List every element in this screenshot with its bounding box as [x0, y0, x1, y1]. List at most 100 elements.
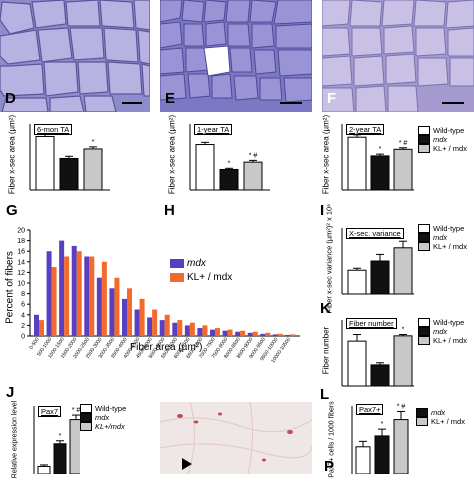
bar	[59, 157, 79, 191]
legend-item-kl-mdx: KL+/mdx	[80, 422, 126, 431]
histogram-bar	[252, 331, 258, 336]
micrograph-f-image	[322, 0, 474, 112]
significance-label: *	[402, 327, 405, 334]
bar	[355, 446, 371, 474]
histogram-bar	[71, 245, 77, 336]
panel-label-p: P	[324, 458, 335, 475]
panel-label-j: J	[6, 384, 15, 401]
chart-g-svg: *	[29, 124, 110, 191]
chart-title: 2-year TA	[346, 124, 385, 135]
significance-label: * #	[399, 140, 408, 147]
histogram-bar	[122, 298, 127, 336]
legend: mdx KL+ / mdx	[170, 256, 232, 284]
bar	[243, 161, 263, 191]
bar	[370, 260, 390, 295]
y-tick-label: 10	[17, 281, 25, 288]
histogram-bar	[235, 331, 241, 336]
histogram-bar	[89, 256, 95, 336]
legend-item-wild-type: Wild-type	[418, 126, 467, 135]
panel-label-i: I	[320, 202, 325, 219]
chart-title: Pax7	[38, 406, 62, 417]
chart-title: Pax7+	[356, 404, 384, 415]
histogram-bar	[127, 288, 132, 336]
legend-item-kl-mdx: KL+ / mdx	[418, 144, 467, 153]
histogram-bar	[177, 320, 183, 336]
histogram-bar	[227, 329, 233, 336]
chart-title: 6-mon TA	[34, 124, 73, 135]
chart-title: Fiber number	[346, 318, 397, 329]
significance-label: * #	[397, 403, 406, 410]
micrograph-d: D	[0, 0, 150, 112]
legend-item-mdx: mdx	[170, 256, 232, 270]
histogram-bar	[215, 328, 220, 336]
legend-item-mdx: mdx	[80, 413, 126, 422]
chart-title: 1-year TA	[194, 124, 233, 135]
bar	[219, 168, 239, 191]
legend-item-wild-type: Wild-type	[80, 404, 126, 413]
bar	[370, 155, 390, 191]
histogram-bar	[51, 267, 57, 336]
panel-label-l: L	[320, 386, 330, 403]
histogram-bar	[285, 334, 291, 336]
panel-label-f: F	[327, 90, 337, 107]
histogram-bar	[109, 288, 115, 336]
bar	[195, 144, 215, 191]
chart-fiber-number: Fiber number * Fiber number Wild-type md…	[316, 316, 474, 396]
chart-2year-svg: * * #	[341, 124, 414, 191]
micrograph-f: F	[322, 0, 474, 112]
histogram-bar	[202, 325, 208, 336]
histogram-bar	[114, 277, 120, 336]
bar	[347, 269, 367, 295]
histogram-bar	[134, 309, 140, 336]
chart-h-svg: * * #	[189, 124, 270, 191]
bar	[35, 135, 55, 191]
y-tick-label: 4	[21, 312, 25, 319]
micrograph-e-image	[160, 0, 312, 112]
legend: Wild-type mdx KL+/mdx	[80, 404, 126, 431]
bar	[347, 340, 367, 387]
y-tick-label: 2	[21, 323, 25, 330]
chart-pax7: Relative expression level * * # Pax7 Wild…	[0, 401, 150, 478]
histogram-bar	[210, 329, 215, 336]
legend-item-mdx: mdx	[418, 327, 467, 336]
legend-item-kl-mdx: KL+ / mdx	[170, 270, 232, 284]
histogram-bar	[184, 325, 190, 336]
histogram-bar	[197, 328, 203, 336]
histogram-bar	[152, 309, 158, 336]
histogram-bar	[96, 277, 102, 336]
histogram-bar	[290, 334, 296, 336]
histogram-bar	[222, 330, 228, 336]
histogram-bar	[189, 322, 195, 336]
legend-item-wild-type: Wild-type	[418, 318, 467, 327]
significance-label: *	[92, 139, 95, 146]
chart-variance: Fiber x-sec variance (µm²)² x 10⁶ * X-se…	[316, 204, 474, 314]
histogram-bar	[247, 332, 253, 336]
histogram-bar	[46, 251, 52, 336]
bar	[53, 443, 67, 474]
legend-item-kl-mdx: KL+ / mdx	[418, 242, 467, 251]
y-tick-label: 18	[17, 238, 25, 245]
legend-item-mdx: mdx	[418, 135, 467, 144]
micrograph-d-image	[0, 0, 150, 112]
significance-label: * #	[72, 407, 80, 414]
histogram-bar	[265, 332, 271, 336]
bar	[37, 465, 51, 474]
chart-j: Percent of fibers 0 2 4 6 8 10 12 14 16 18 20 0-500…	[0, 222, 310, 392]
histogram-bar	[76, 251, 82, 336]
panel-label-h: H	[164, 202, 175, 219]
y-tick-label: 8	[21, 291, 25, 298]
y-tick-label: 6	[21, 302, 25, 309]
histogram-bar	[84, 256, 90, 336]
bar	[370, 364, 390, 387]
chart-j-svg: 024681012141618200-500500-10001000-15001…	[17, 228, 300, 364]
chart-pax7-cells-svg: * * #	[351, 403, 409, 474]
legend-item-mdx: mdx	[418, 233, 467, 242]
scale-bar	[280, 102, 302, 104]
y-tick-label: 12	[17, 270, 25, 277]
significance-label: *	[228, 160, 231, 167]
histogram-bar	[139, 298, 145, 336]
chart-fiber-number-svg: *	[341, 320, 414, 387]
bar	[374, 435, 390, 474]
panel-label-g: G	[6, 202, 18, 219]
y-tick-label: 16	[17, 249, 25, 256]
